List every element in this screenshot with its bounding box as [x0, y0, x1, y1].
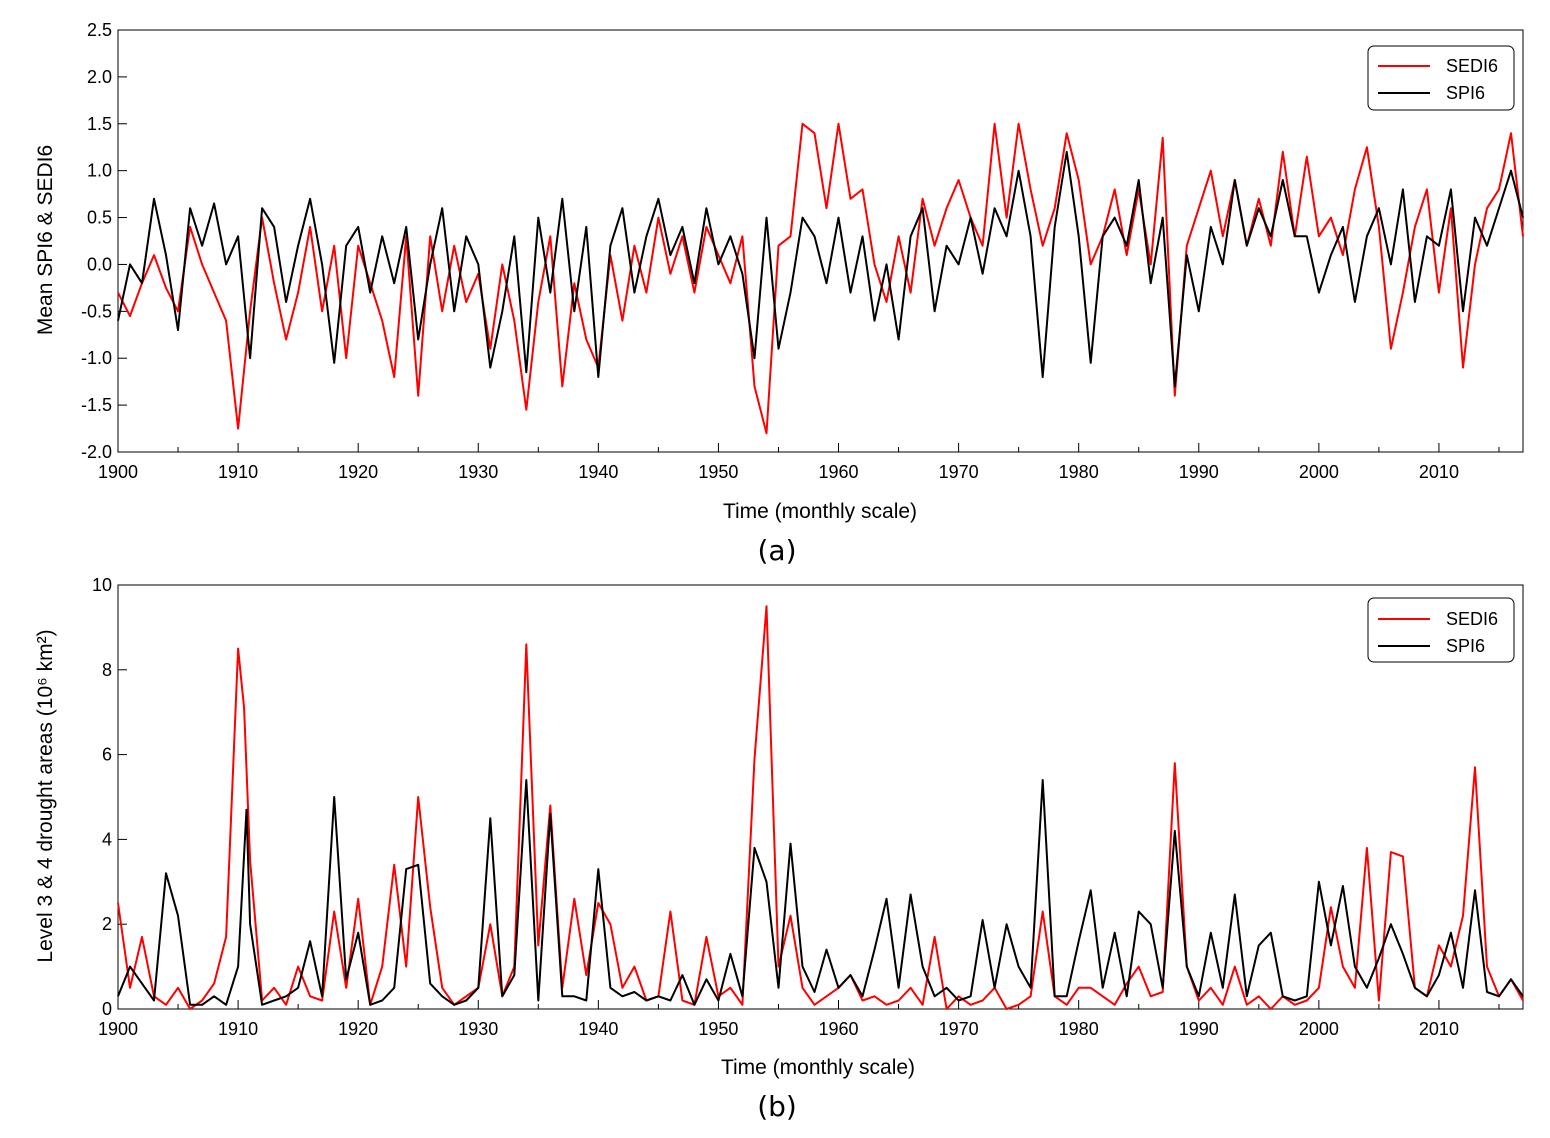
panel-b-legend: SEDI6 SPI6 [1367, 597, 1515, 663]
panel-a-x-tick-label: 1920 [338, 462, 378, 482]
panel-a-y-axis-title: Mean SPI6 & SEDI6 [34, 145, 57, 335]
panel-a-y-tick-label: -2.0 [81, 442, 112, 462]
panel-b-x-tick-label: 1970 [939, 1019, 979, 1039]
panel-b-x-tick-label: 1960 [818, 1019, 858, 1039]
panel-a-x-axis-title: Time (monthly scale) [723, 500, 917, 523]
panel-b-y-tick-label: 8 [102, 660, 112, 680]
panel-a-y-tick-label: 1.0 [87, 161, 112, 181]
panel-b-x-tick-label: 1900 [98, 1019, 138, 1039]
panel-b-x-tick-label: 1940 [578, 1019, 618, 1039]
panel-a-y-tick-label: -1.0 [81, 348, 112, 368]
panel-b-x-tick-label: 1930 [458, 1019, 498, 1039]
panel-b-caption: (b) [757, 1090, 797, 1123]
panel-b-x-axis-title: Time (monthly scale) [721, 1056, 915, 1079]
panel-b-y-tick-label: 10 [92, 575, 112, 595]
panel-b-x-tick-label: 1990 [1179, 1019, 1219, 1039]
panel-a-series-spi6 [117, 150, 1524, 388]
panel-a-y-tick-label: 0.0 [87, 254, 112, 274]
panel-a-x-tick-label: 1900 [98, 462, 138, 482]
panel-a-x-tick-label: 1980 [1059, 462, 1099, 482]
panel-a-y-tick-label: -0.5 [81, 301, 112, 321]
panel-b-series [117, 605, 1524, 1010]
panel-b-y-tick-label: 6 [102, 745, 112, 765]
panel-b-legend-label-spi6: SPI6 [1446, 636, 1485, 656]
panel-a-series [117, 122, 1524, 435]
panel-a-legend: SEDI6 SPI6 [1367, 45, 1515, 111]
panel-b-x-tick-label: 2000 [1299, 1019, 1339, 1039]
panel-b-y-tick-label: 4 [102, 829, 112, 849]
panel-b-plot-frame [117, 584, 1524, 1010]
panel-b-legend-label-sedi6: SEDI6 [1446, 609, 1498, 629]
panel-b-legend-box [1367, 597, 1515, 663]
panel-a-ticks: 1900 1910 1920 1930 1940 1950 1960 1970 1980 1990… [81, 20, 1500, 482]
panel-a-legend-label-spi6: SPI6 [1446, 83, 1485, 103]
panel-b-x-tick-label: 1980 [1059, 1019, 1099, 1039]
panel-b-y-tick-label: 0 [102, 999, 112, 1019]
panel-a-x-tick-label: 1950 [698, 462, 738, 482]
panel-b-x-tick-label: 2010 [1419, 1019, 1459, 1039]
panel-a-y-tick-label: 1.5 [87, 114, 112, 134]
panel-a-x-tick-label: 1930 [458, 462, 498, 482]
panel-a-series-sedi6 [117, 122, 1524, 435]
panel-b-ticks: 1900 1910 1920 1930 1940 1950 1960 1970 1980 1990… [92, 575, 1500, 1039]
panel-a-x-tick-label: 1960 [818, 462, 858, 482]
panel-b-series-spi6 [117, 779, 1524, 1006]
panel-b-x-tick-label: 1920 [338, 1019, 378, 1039]
panel-a-x-tick-label: 2000 [1299, 462, 1339, 482]
panel-b-y-axis-title: Level 3 & 4 drought areas (10⁶ km²) [34, 629, 57, 962]
panel-a-x-tick-label: 1940 [578, 462, 618, 482]
panel-a-x-tick-label: 1990 [1179, 462, 1219, 482]
panel-a-chart: 1900 1910 1920 1930 1940 1950 1960 1970 1980 1990… [34, 20, 1524, 567]
panel-a-plot-frame [117, 29, 1524, 453]
panel-b-chart: 1900 1910 1920 1930 1940 1950 1960 1970 1980 1990… [34, 575, 1524, 1123]
panel-a-x-tick-label: 1910 [218, 462, 258, 482]
panel-a-x-tick-label: 1970 [939, 462, 979, 482]
panel-a-y-tick-label: 2.5 [87, 20, 112, 40]
panel-a-x-tick-label: 2010 [1419, 462, 1459, 482]
panel-a-y-tick-label: 0.5 [87, 208, 112, 228]
panel-b-series-sedi6 [117, 605, 1524, 1010]
panel-b-x-tick-label: 1950 [698, 1019, 738, 1039]
panel-b-x-tick-label: 1910 [218, 1019, 258, 1039]
panel-a-y-tick-label: -1.5 [81, 395, 112, 415]
panel-a-caption: (a) [757, 534, 796, 567]
panel-b-y-tick-label: 2 [102, 914, 112, 934]
panel-a-legend-label-sedi6: SEDI6 [1446, 56, 1498, 76]
panel-a-y-tick-label: 2.0 [87, 67, 112, 87]
